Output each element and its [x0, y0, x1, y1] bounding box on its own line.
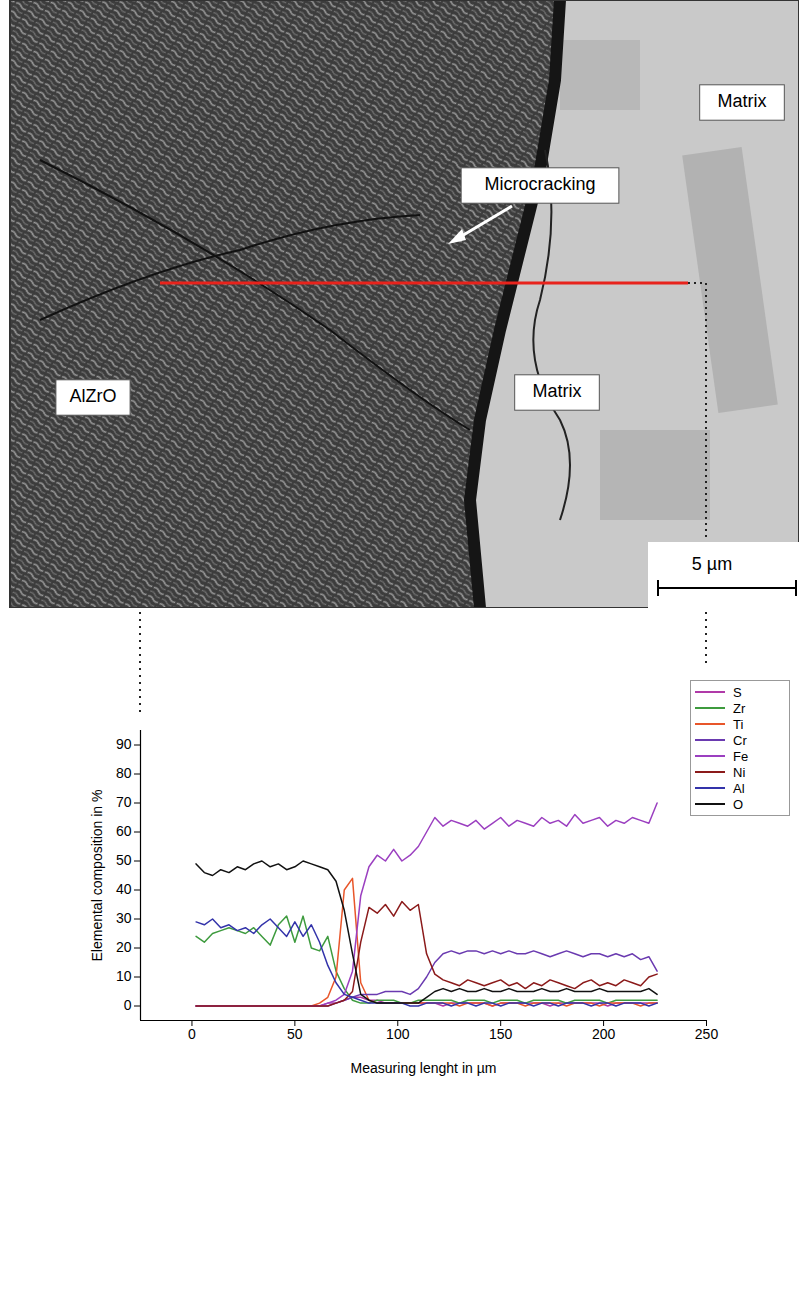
svg-text:AlZrO: AlZrO: [70, 386, 117, 406]
html-text:Cr: Cr: [733, 732, 747, 748]
svg-text:150: 150: [489, 1026, 513, 1042]
html-text:S: S: [733, 684, 742, 700]
svg-text:0: 0: [124, 997, 132, 1013]
svg-text:30: 30: [116, 910, 132, 926]
svg-text:Elemental composition in %: Elemental composition in %: [89, 790, 105, 962]
svg-text:50: 50: [116, 852, 132, 868]
svg-text:20: 20: [116, 939, 132, 955]
svg-text:60: 60: [116, 823, 132, 839]
svg-text:0: 0: [188, 1026, 196, 1042]
svg-text:Matrix: Matrix: [533, 381, 582, 401]
svg-text:10: 10: [116, 968, 132, 984]
svg-text:Matrix: Matrix: [718, 91, 767, 111]
svg-text:Measuring lenght in µm: Measuring lenght in µm: [351, 1060, 497, 1076]
svg-text:80: 80: [116, 765, 132, 781]
svg-text:70: 70: [116, 794, 132, 810]
svg-text:5 µm: 5 µm: [692, 554, 732, 574]
html-text:O: O: [733, 796, 744, 812]
svg-text:90: 90: [116, 736, 132, 752]
html-text:Ni: Ni: [733, 764, 746, 780]
svg-text:250: 250: [695, 1026, 719, 1042]
html-text:Al: Al: [733, 780, 745, 796]
svg-text:200: 200: [592, 1026, 616, 1042]
svg-text:100: 100: [386, 1026, 410, 1042]
svg-text:50: 50: [287, 1026, 303, 1042]
html-text:Fe: Fe: [733, 748, 749, 764]
svg-text:Microcracking: Microcracking: [484, 174, 595, 194]
html-text:Ti: Ti: [733, 716, 744, 732]
html-text:Zr: Zr: [733, 700, 746, 716]
svg-text:40: 40: [116, 881, 132, 897]
